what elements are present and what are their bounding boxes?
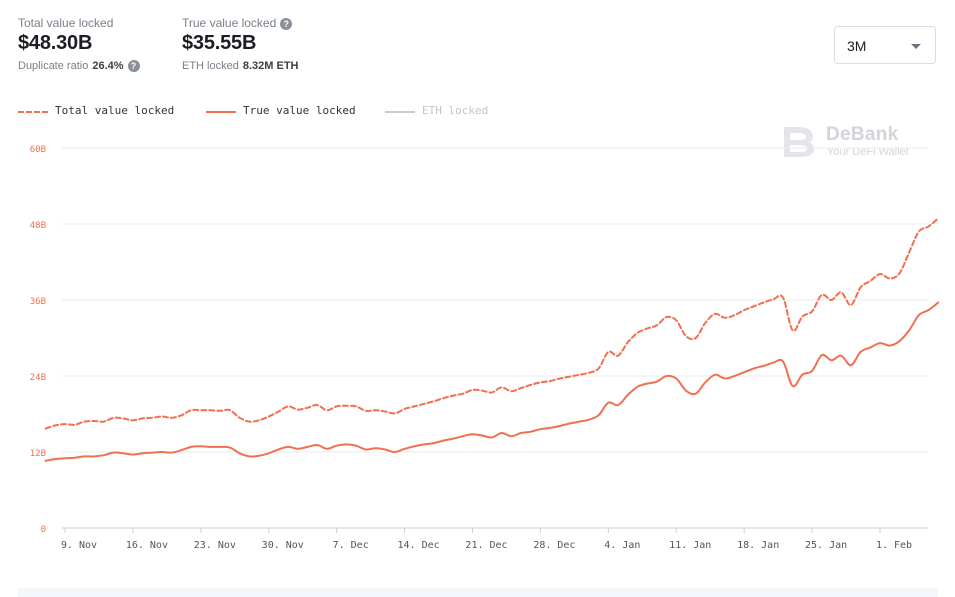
eth-locked-label: ETH locked — [182, 60, 239, 72]
x-tick-label: 14. Dec — [398, 540, 440, 551]
true-tvl-value: $35.55B — [182, 32, 257, 54]
tvl-value: $48.30B — [18, 32, 93, 54]
legend-swatch-dashed — [18, 111, 48, 113]
time-range-value: 3M — [847, 38, 867, 54]
help-icon[interactable]: ? — [127, 60, 140, 73]
x-tick-label: 21. Dec — [465, 540, 507, 551]
y-tick-label: 36B — [30, 297, 46, 307]
legend-label: Total value locked — [55, 104, 175, 117]
x-tick-label: 30. Nov — [262, 540, 304, 551]
x-tick-label: 7. Dec — [333, 540, 369, 551]
x-tick-label: 25. Jan — [805, 540, 847, 551]
legend-label: True value locked — [243, 104, 356, 117]
y-tick-label: 12B — [30, 449, 46, 459]
y-tick-label: 24B — [30, 373, 46, 383]
x-tick-label: 9. Nov — [61, 540, 97, 551]
true-tvl-stat: True value locked? $35.55B ETH locked 8.3… — [182, 16, 299, 72]
x-tick-label: 11. Jan — [669, 540, 711, 551]
true-tvl-label-row: True value locked? — [182, 16, 299, 30]
y-tick-label: 0 — [41, 525, 46, 535]
tvl-line-chart: 0 12B 24B 36B 48B 60B 9. Nov 16. Nov 23. Nov 30. … — [30, 145, 940, 551]
debank-watermark: DeBank Your DeFi Wallet — [782, 124, 909, 163]
legend-swatch-inactive — [385, 111, 415, 113]
duplicate-ratio: Duplicate ratio 26.4%? — [18, 60, 140, 73]
help-icon[interactable]: ? — [280, 17, 293, 30]
eth-locked: ETH locked 8.32M ETH — [182, 60, 299, 72]
duplicate-ratio-label: Duplicate ratio — [18, 60, 89, 72]
eth-locked-value: 8.32M ETH — [242, 60, 299, 72]
time-range-select[interactable]: 3M — [834, 26, 936, 64]
chevron-down-icon — [911, 44, 921, 49]
x-tick-label: 4. Jan — [604, 540, 640, 551]
series-line-total-value-locked — [44, 217, 940, 430]
x-tick-label: 28. Dec — [533, 540, 575, 551]
watermark-tagline: Your DeFi Wallet — [827, 146, 909, 158]
x-tick-label: 23. Nov — [194, 540, 236, 551]
legend-label: ETH locked — [422, 104, 489, 117]
x-tick-label: 16. Nov — [126, 540, 168, 551]
tvl-label: Total value locked — [18, 16, 114, 30]
debank-logo-icon — [784, 127, 814, 157]
true-tvl-label: True value locked — [182, 16, 277, 30]
x-tick-label: 18. Jan — [737, 540, 779, 551]
series-line-true-value-locked — [44, 301, 940, 462]
footer-bar — [18, 588, 938, 597]
y-tick-label: 48B — [30, 221, 46, 231]
y-tick-label: 60B — [30, 145, 46, 155]
x-tick-label: 1. Feb — [876, 540, 912, 551]
duplicate-ratio-value: 26.4% — [92, 60, 124, 72]
legend-swatch-solid — [206, 111, 236, 113]
watermark-name: DeBank — [826, 124, 899, 145]
tvl-stat: Total value locked $48.30B Duplicate rat… — [18, 16, 140, 73]
